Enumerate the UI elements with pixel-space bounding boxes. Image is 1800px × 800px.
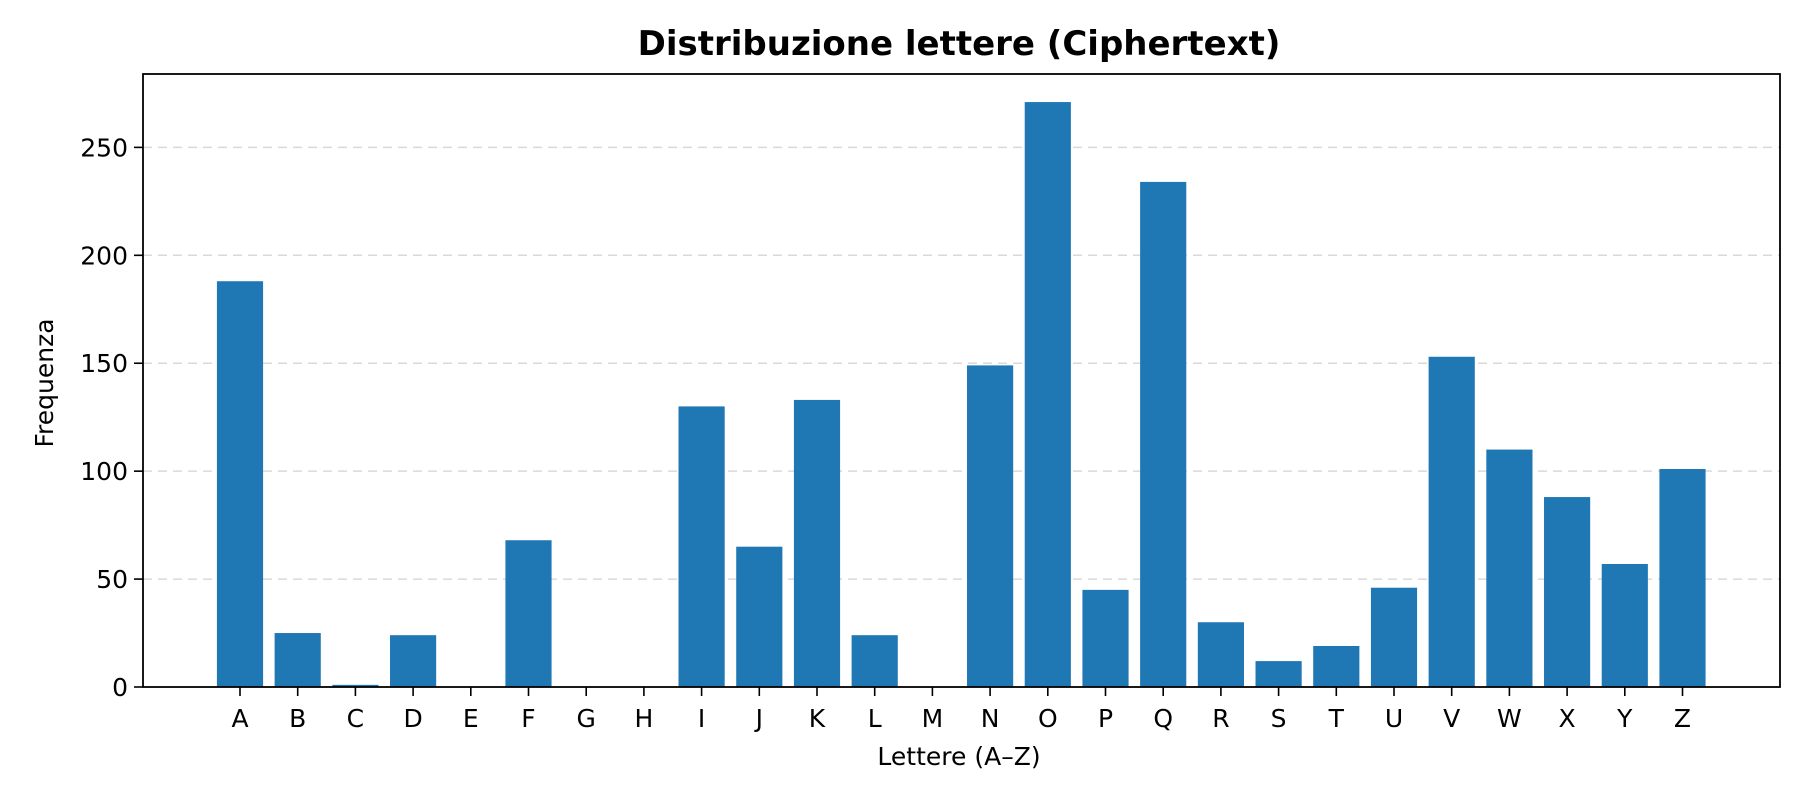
bar-C	[332, 684, 379, 687]
bar-L	[851, 635, 898, 687]
x-tick-label-R: R	[1212, 704, 1229, 733]
x-axis-label: Lettere (A–Z)	[877, 742, 1040, 771]
bar-B	[274, 633, 321, 687]
bar-V	[1428, 356, 1475, 687]
x-tick-label-Z: Z	[1674, 704, 1691, 733]
bar-F	[505, 540, 552, 687]
plot-frame	[142, 73, 1781, 688]
y-tick-label: 100	[80, 457, 128, 486]
x-tick-label-A: A	[231, 704, 248, 733]
x-axis-ticks: A B C D E F G H I J K L M N O P Q R S T U V W X Y Z	[231, 687, 1691, 733]
bar-Z	[1659, 468, 1706, 687]
bar-T	[1313, 645, 1360, 687]
bar-D	[390, 635, 437, 687]
x-tick-label-C: C	[347, 704, 364, 733]
x-tick-label-N: N	[981, 704, 1000, 733]
bar-X	[1544, 497, 1591, 687]
bar-Q	[1140, 181, 1187, 687]
x-tick-label-U: U	[1385, 704, 1403, 733]
x-tick-label-S: S	[1271, 704, 1287, 733]
y-tick-label: 150	[80, 349, 128, 378]
bars	[216, 102, 1706, 687]
y-tick-label: 250	[80, 133, 128, 162]
y-tick-label: 0	[112, 673, 128, 702]
bar-A	[216, 281, 264, 687]
bar-Y	[1601, 563, 1648, 687]
x-tick-label-F: F	[521, 704, 535, 733]
x-tick-label-H: H	[634, 704, 653, 733]
x-tick-label-Q: Q	[1153, 704, 1173, 733]
x-tick-label-L: L	[868, 704, 882, 733]
bar-U	[1370, 587, 1418, 687]
x-tick-label-V: V	[1443, 704, 1460, 733]
y-tick-label: 50	[96, 565, 128, 594]
x-tick-label-G: G	[577, 704, 596, 733]
x-tick-label-M: M	[922, 704, 944, 733]
bar-S	[1255, 661, 1302, 687]
bar-N	[967, 365, 1014, 687]
x-tick-label-K: K	[809, 704, 826, 733]
x-tick-label-I: I	[698, 704, 705, 733]
y-tick-label: 200	[80, 241, 128, 270]
x-tick-label-T: T	[1328, 704, 1345, 733]
x-tick-label-Y: Y	[1616, 704, 1633, 733]
bar-W	[1486, 449, 1533, 687]
x-tick-label-B: B	[289, 704, 306, 733]
x-tick-label-W: W	[1497, 704, 1522, 733]
x-tick-label-X: X	[1559, 704, 1576, 733]
y-axis-label: Frequenza	[30, 318, 59, 447]
bar-I	[678, 406, 725, 687]
x-tick-label-D: D	[403, 704, 422, 733]
bar-O	[1024, 102, 1071, 687]
bar-K	[793, 399, 841, 687]
chart-title: Distribuzione lettere (Ciphertext)	[638, 24, 1281, 64]
x-tick-label-P: P	[1098, 704, 1113, 733]
x-tick-label-O: O	[1038, 704, 1058, 733]
bar-R	[1197, 622, 1244, 687]
bar-J	[736, 546, 783, 687]
grid-lines	[143, 146, 1780, 580]
bar-P	[1082, 589, 1129, 687]
x-tick-label-E: E	[463, 704, 479, 733]
x-tick-label-J: J	[754, 704, 763, 733]
y-axis-ticks: 0 50 100 150 200 250	[80, 133, 143, 702]
